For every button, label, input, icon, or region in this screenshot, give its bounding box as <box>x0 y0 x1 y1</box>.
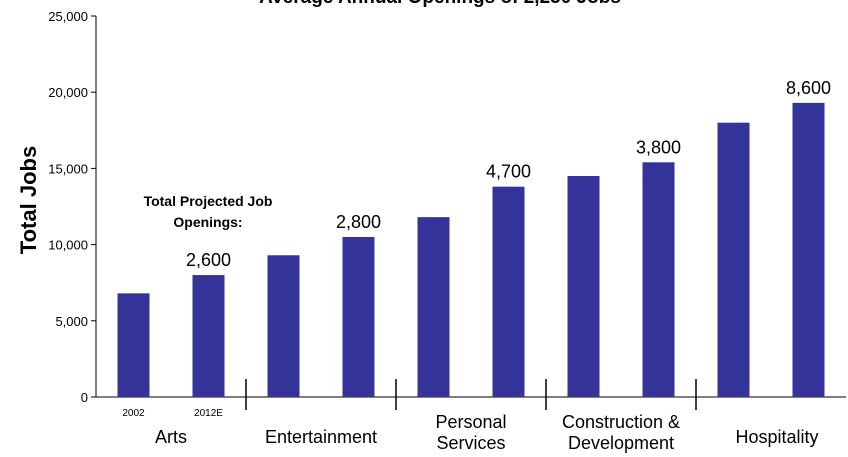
bar <box>492 186 525 397</box>
category-label: Construction & <box>562 412 680 432</box>
data-label: 3,800 <box>636 137 681 157</box>
x-axis-labels: 2002 2012E Arts Entertainment PersonalServic… <box>122 379 819 453</box>
data-label: 2,600 <box>186 250 231 270</box>
year-label: 2002 <box>122 408 145 419</box>
annotation: Total Projected Job Openings: <box>144 193 273 230</box>
y-tick-label: 0 <box>81 390 88 405</box>
y-axis-ticks: 0 5,000 10,000 15,000 20,000 25,000 <box>48 9 96 405</box>
data-label: 8,600 <box>786 78 831 98</box>
y-tick-label: 10,000 <box>48 238 88 253</box>
data-label: 2,800 <box>336 212 381 232</box>
bar <box>567 176 600 397</box>
category-label: Arts <box>155 427 187 447</box>
category-label: Personal <box>435 412 506 432</box>
bar <box>267 255 300 397</box>
bar <box>117 293 150 397</box>
category-label: Development <box>568 433 674 453</box>
y-tick-label: 5,000 <box>55 314 88 329</box>
y-tick-label: 15,000 <box>48 161 88 176</box>
bar <box>342 236 375 397</box>
annotation-text: Openings: <box>173 214 242 230</box>
category-label: Hospitality <box>735 427 818 447</box>
y-tick-label: 20,000 <box>48 85 88 100</box>
data-label: 4,700 <box>486 162 531 182</box>
y-tick-label: 25,000 <box>48 9 88 24</box>
year-label: 2012E <box>194 408 223 419</box>
bar <box>642 162 675 397</box>
annotation-text: Total Projected Job <box>144 193 273 209</box>
bar <box>192 275 225 397</box>
category-label: Entertainment <box>265 427 377 447</box>
y-axis-label: Total Jobs <box>16 146 41 254</box>
category-label: Services <box>436 433 505 453</box>
bar <box>717 122 750 398</box>
bar <box>792 102 825 398</box>
bar <box>417 217 450 397</box>
chart-title: Average Annual Openings of 2,250 Jobs <box>259 0 621 8</box>
bars: 2,600 2,800 4,700 3,800 8,600 <box>117 78 831 398</box>
